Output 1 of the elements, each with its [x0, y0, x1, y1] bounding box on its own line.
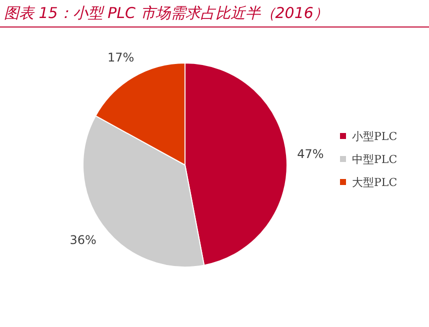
title: 图表 15：小型 PLC 市场需求占比近半（2016）: [4, 4, 328, 22]
